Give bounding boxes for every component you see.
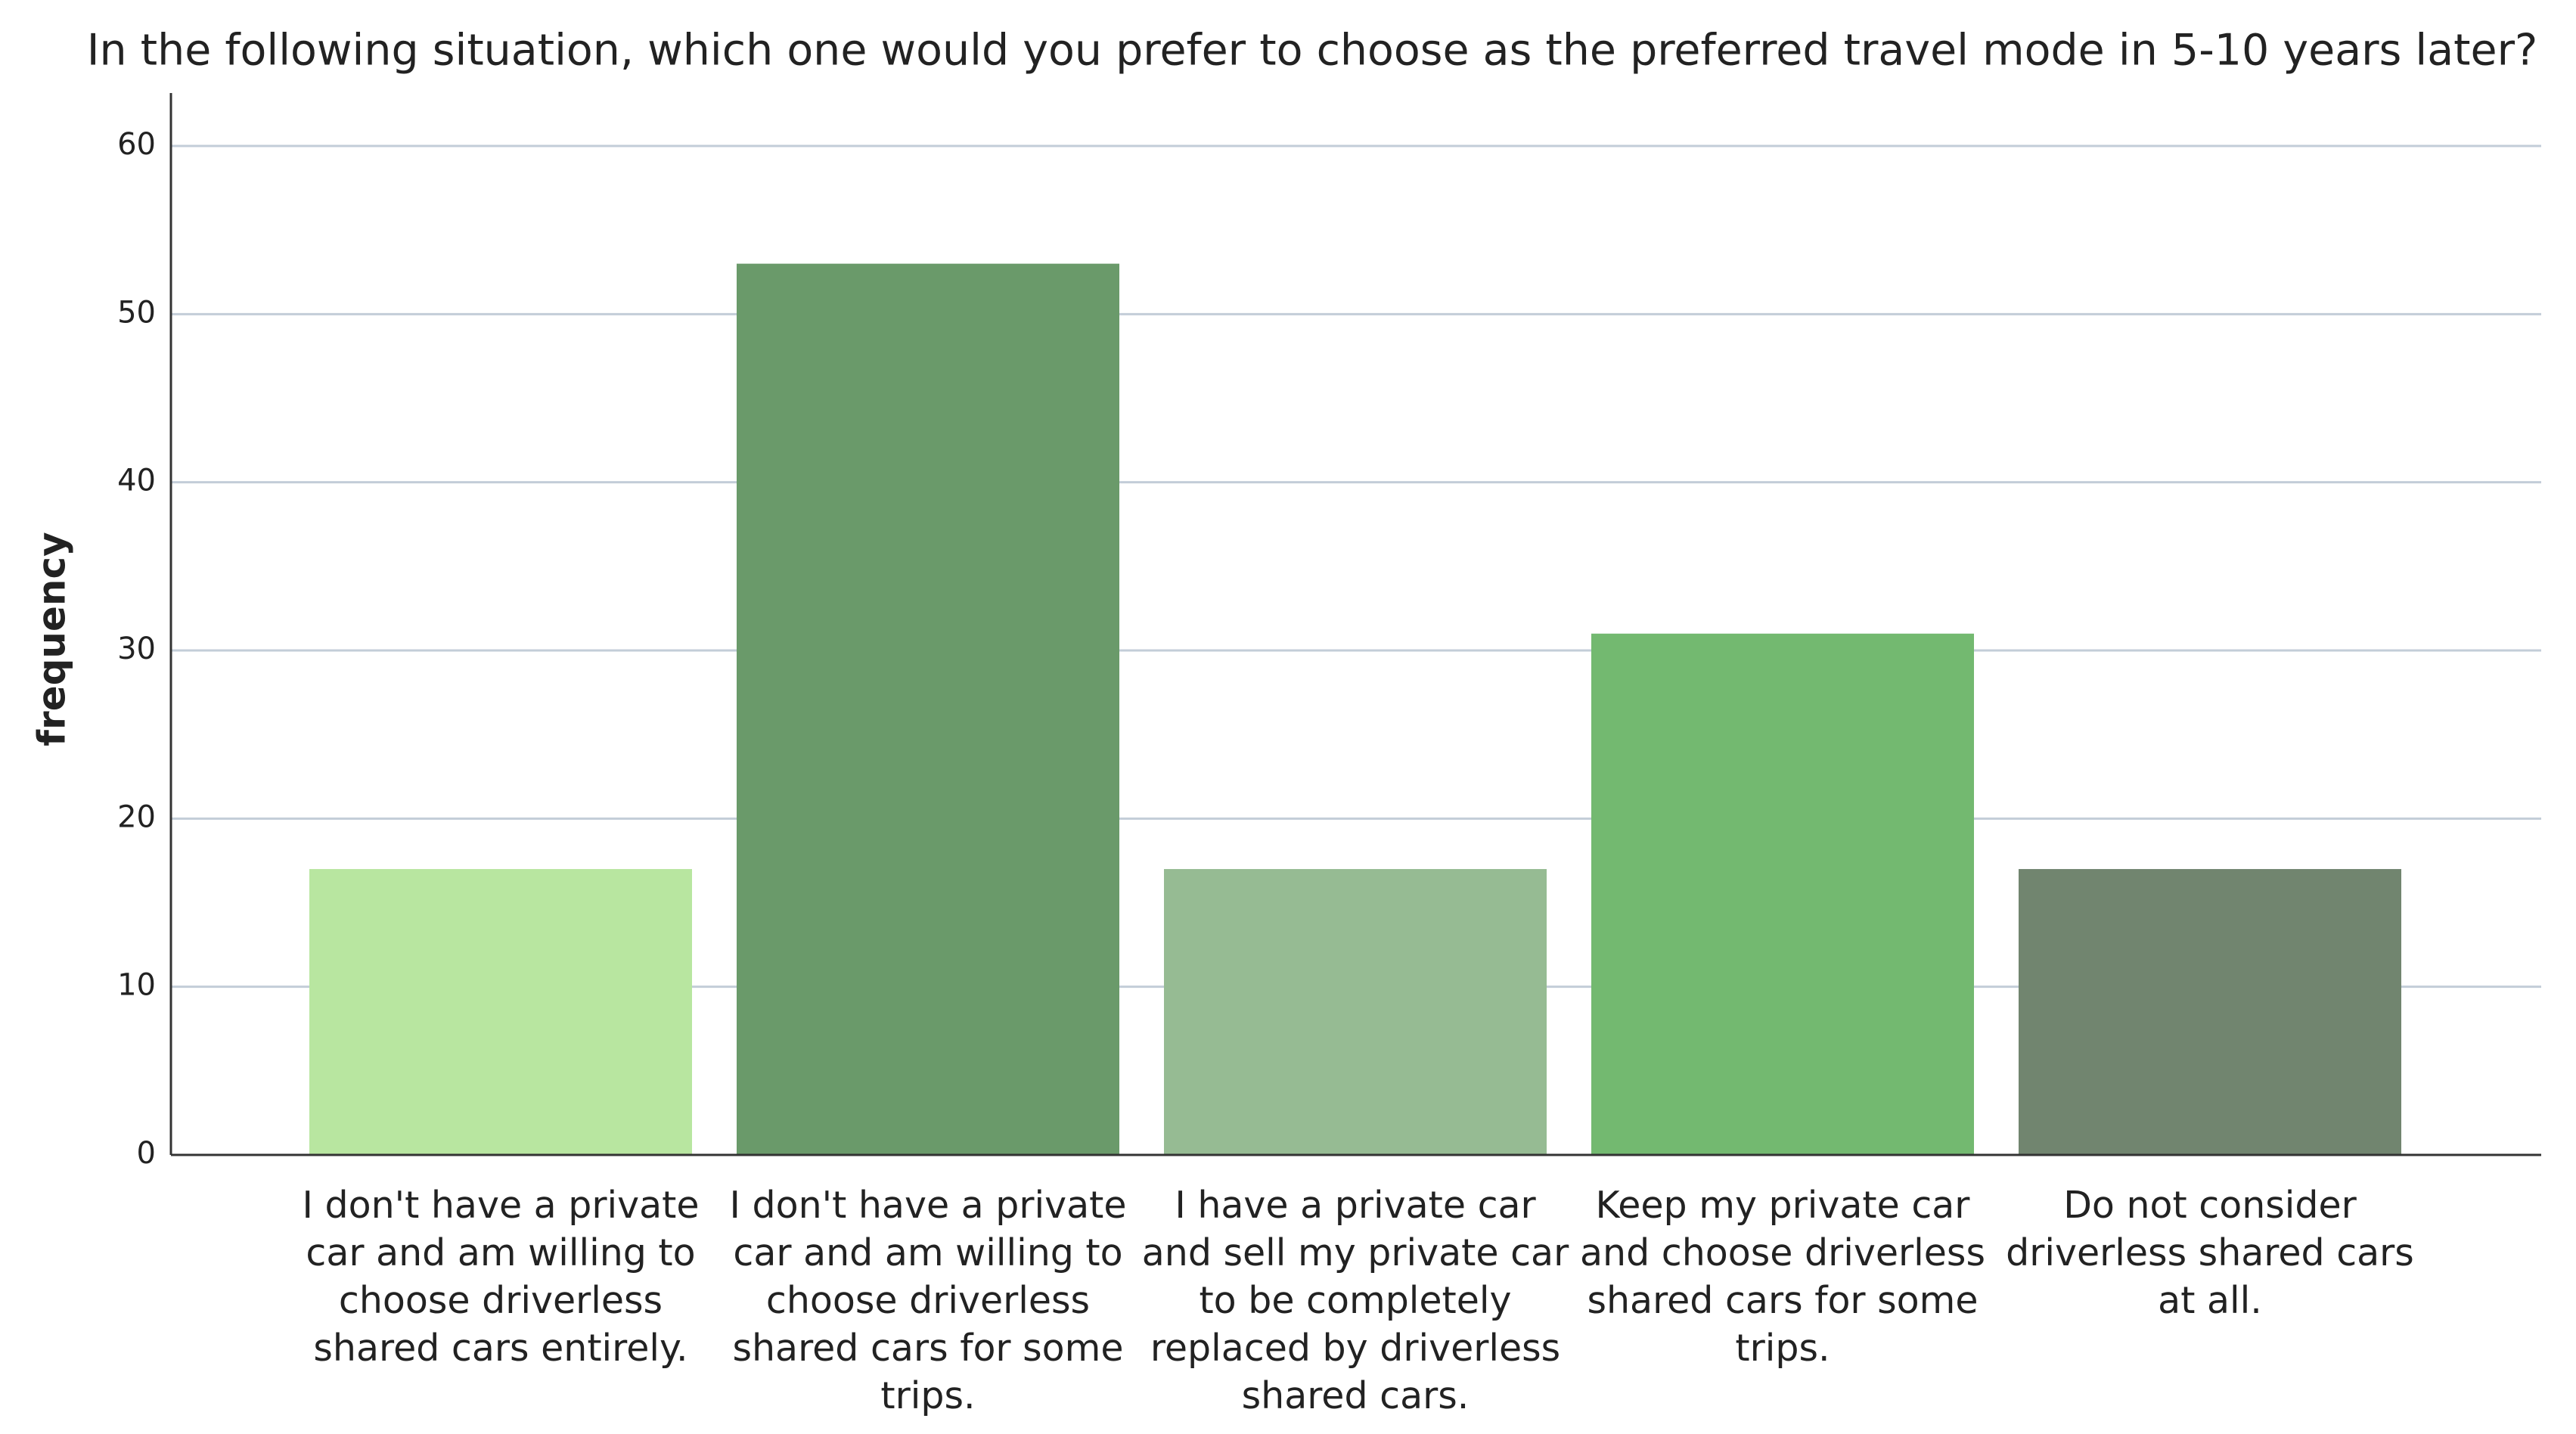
y-tick-label: 60 [117, 127, 156, 162]
y-axis-label: frequency [30, 532, 74, 746]
x-tick-label: Keep my private car and choose driverles… [1580, 1184, 1985, 1370]
bar [737, 263, 1119, 1156]
x-tick-label: I have a private car and sell my private… [1141, 1184, 1569, 1417]
y-tick-label: 50 [117, 295, 156, 330]
bar [1164, 869, 1547, 1155]
y-tick-label: 30 [117, 632, 156, 666]
x-tick-label: Do not consider driverless shared cars a… [2006, 1184, 2414, 1322]
x-tick-label: I don't have a private car and am willin… [729, 1184, 1127, 1417]
y-tick-label: 10 [117, 968, 156, 1003]
y-tick-label: 0 [137, 1136, 156, 1171]
chart-title: In the following situation, which one wo… [87, 26, 2538, 76]
bar [2019, 869, 2401, 1155]
x-tick-label: I don't have a private car and am willin… [302, 1184, 700, 1370]
y-tick-label: 40 [117, 464, 156, 498]
bar [1591, 633, 1974, 1155]
y-tick-label: 20 [117, 799, 156, 834]
bar [309, 869, 692, 1155]
